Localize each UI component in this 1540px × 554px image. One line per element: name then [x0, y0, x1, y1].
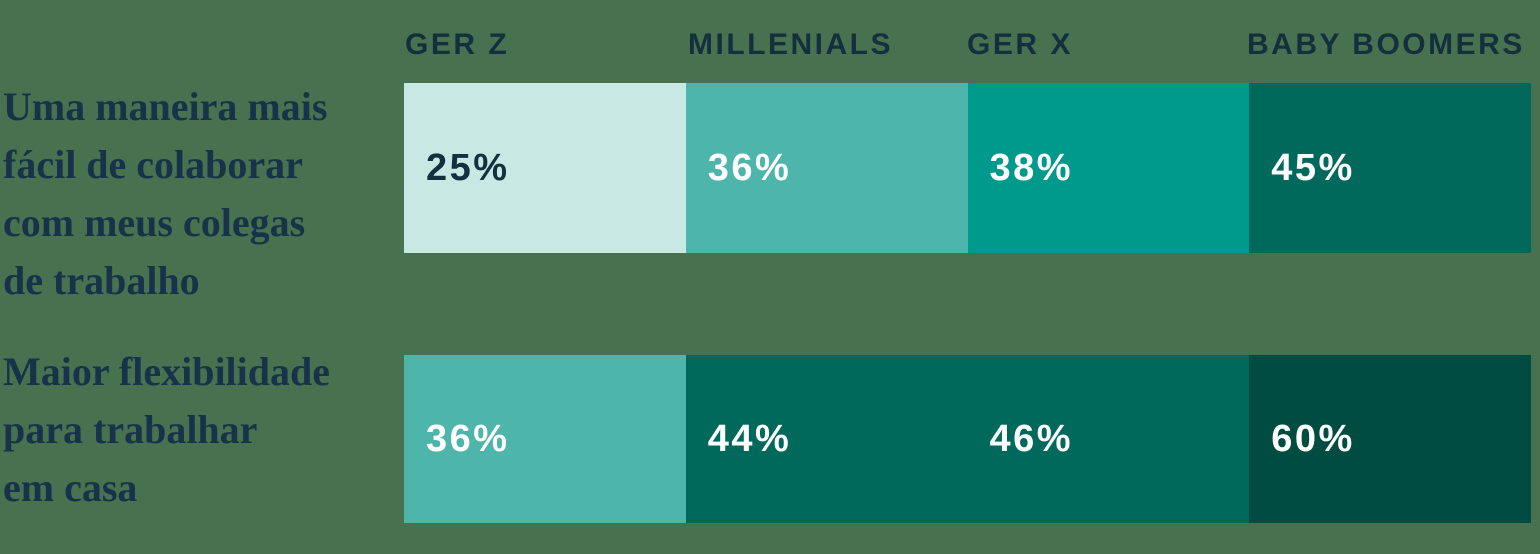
cell-value: 38%	[989, 146, 1074, 189]
heatmap-cell: 36%	[404, 355, 686, 523]
column-header-millenials: MILLENIALS	[688, 28, 893, 61]
heatmap-cell: 44%	[685, 355, 968, 523]
heatmap-cell: 46%	[967, 355, 1250, 523]
column-header-ger-x: GER X	[967, 28, 1073, 61]
cell-value: 25%	[426, 146, 510, 189]
heatmap-cell: 36%	[685, 83, 968, 253]
cell-value: 36%	[707, 146, 792, 189]
row-label-line: Maior flexibilidade	[3, 349, 331, 394]
row-label-line: para trabalhar	[3, 407, 258, 452]
heatmap-row-collaboration: 25% 36% 38% 45%	[404, 83, 1531, 253]
row-label-line: Uma maneira mais	[3, 84, 328, 129]
heatmap-cell: 38%	[967, 83, 1250, 253]
row-label-line: de trabalho	[3, 258, 200, 303]
heatmap-cell: 45%	[1249, 83, 1531, 253]
cell-value: 45%	[1271, 146, 1355, 189]
column-header-baby-boomers: BABY BOOMERS	[1247, 28, 1525, 61]
column-header-ger-z: GER Z	[405, 28, 510, 61]
cell-value: 44%	[707, 417, 792, 460]
row-label-line: em casa	[3, 465, 138, 510]
cell-value: 36%	[426, 417, 510, 460]
heatmap-row-flexibility: 36% 44% 46% 60%	[404, 355, 1531, 523]
cell-value: 60%	[1271, 417, 1355, 460]
row-label-flexibility: Maior flexibilidade para trabalhar em ca…	[3, 343, 330, 517]
row-label-line: fácil de colaborar	[3, 142, 303, 187]
heatmap-cell: 60%	[1249, 355, 1531, 523]
row-label-line: com meus colegas	[3, 200, 306, 245]
cell-value: 46%	[989, 417, 1074, 460]
row-label-collaboration: Uma maneira mais fácil de colaborar com …	[3, 78, 327, 310]
heatmap-cell: 25%	[404, 83, 686, 253]
